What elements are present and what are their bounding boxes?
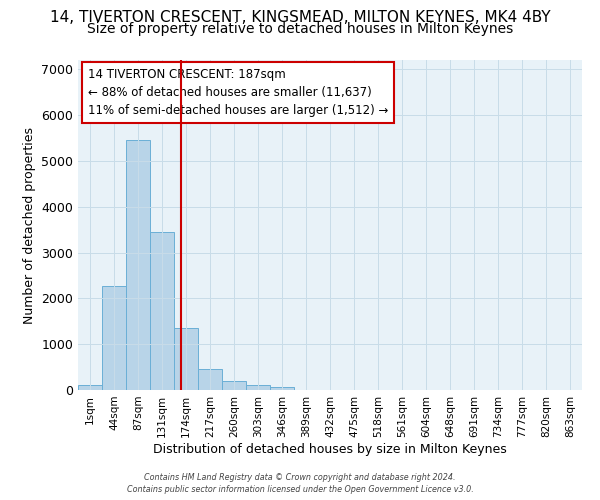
Bar — [174, 328, 198, 390]
Bar — [126, 140, 150, 390]
Bar — [102, 286, 126, 390]
Bar — [198, 369, 222, 390]
Text: Contains HM Land Registry data © Crown copyright and database right 2024.
Contai: Contains HM Land Registry data © Crown c… — [127, 472, 473, 494]
Bar — [270, 387, 294, 390]
Bar — [150, 232, 174, 390]
Bar — [78, 386, 102, 390]
Text: 14 TIVERTON CRESCENT: 187sqm
← 88% of detached houses are smaller (11,637)
11% o: 14 TIVERTON CRESCENT: 187sqm ← 88% of de… — [88, 68, 388, 117]
Text: Size of property relative to detached houses in Milton Keynes: Size of property relative to detached ho… — [87, 22, 513, 36]
X-axis label: Distribution of detached houses by size in Milton Keynes: Distribution of detached houses by size … — [153, 442, 507, 456]
Y-axis label: Number of detached properties: Number of detached properties — [23, 126, 35, 324]
Text: 14, TIVERTON CRESCENT, KINGSMEAD, MILTON KEYNES, MK4 4BY: 14, TIVERTON CRESCENT, KINGSMEAD, MILTON… — [50, 10, 550, 25]
Bar — [246, 384, 270, 390]
Bar — [222, 381, 246, 390]
